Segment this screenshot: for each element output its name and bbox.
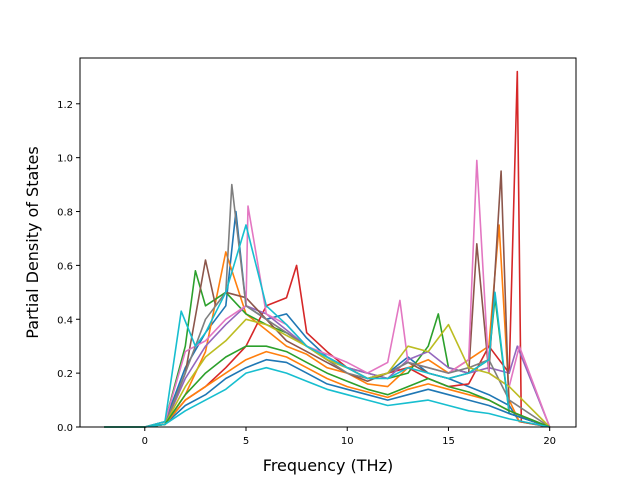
series-line-1 bbox=[104, 210, 550, 428]
y-tick-label: 0.2 bbox=[57, 369, 73, 380]
y-axis-ticks: 0.0 0.2 0.4 0.6 0.8 1.0 1.2 bbox=[57, 100, 80, 434]
x-axis-ticks: 0 5 10 15 20 bbox=[142, 427, 556, 447]
y-axis-label: Partial Density of States bbox=[23, 146, 42, 338]
series-line-12 bbox=[104, 350, 550, 428]
series-layer bbox=[104, 70, 551, 428]
x-tick-label: 0 bbox=[142, 436, 148, 447]
series-line-9 bbox=[104, 318, 551, 428]
y-tick-label: 0.4 bbox=[57, 315, 73, 326]
y-tick-label: 0.0 bbox=[57, 423, 73, 434]
series-line-13 bbox=[104, 345, 550, 428]
y-tick-label: 1.0 bbox=[57, 154, 73, 165]
series-line-11 bbox=[104, 358, 550, 428]
series-line-7 bbox=[104, 159, 551, 428]
x-axis-label: Frequency (THz) bbox=[263, 456, 393, 475]
y-tick-label: 1.2 bbox=[57, 100, 73, 111]
series-line-14 bbox=[104, 366, 550, 428]
y-tick-label: 0.6 bbox=[57, 261, 73, 272]
plot-frame bbox=[79, 57, 577, 428]
x-tick-label: 20 bbox=[543, 436, 556, 447]
y-tick-label: 0.8 bbox=[57, 208, 73, 219]
series-line-10 bbox=[104, 224, 550, 428]
x-tick-label: 10 bbox=[341, 436, 354, 447]
series-line-6 bbox=[104, 170, 550, 428]
x-tick-label: 15 bbox=[442, 436, 455, 447]
x-tick-label: 5 bbox=[243, 436, 249, 447]
